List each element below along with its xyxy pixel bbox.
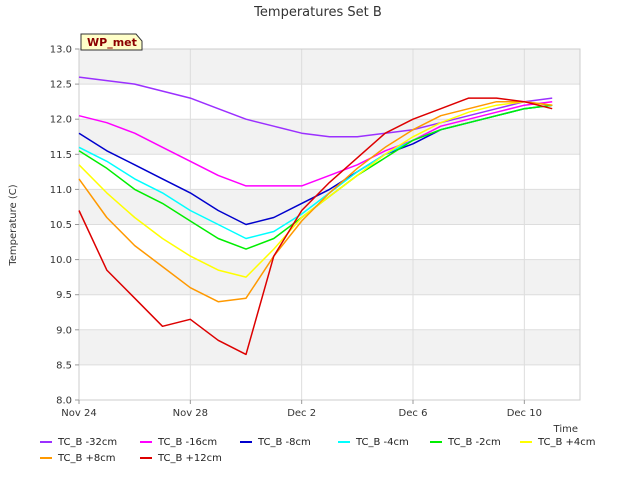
plot-band [79, 259, 580, 295]
y-tick-label: 12.0 [50, 115, 72, 126]
legend-item: TC_B -16cm [140, 436, 217, 450]
x-tick-label: Nov 24 [61, 408, 96, 419]
legend-swatch [338, 441, 350, 443]
y-tick-label: 9.0 [56, 325, 72, 336]
station-badge: WP_met [80, 33, 143, 51]
legend-item: TC_B -8cm [240, 436, 311, 450]
series-lines [78, 76, 553, 356]
legend-swatch [40, 441, 52, 443]
plot-band [79, 49, 580, 85]
plot-band [79, 224, 580, 260]
series-line-tc-b-32cm [78, 76, 553, 138]
legend-item: TC_B -32cm [40, 436, 117, 450]
y-axis-label: Temperature (C) [8, 184, 19, 266]
x-axis: Nov 24 Nov 28 Dec 2 Dec 6 Dec 10 [61, 400, 542, 419]
y-tick-label: 13.0 [50, 45, 72, 56]
legend-label: TC_B -4cm [356, 437, 409, 448]
legend-swatch [40, 457, 52, 459]
legend-label: TC_B -2cm [448, 437, 501, 448]
x-tick-label: Dec 2 [287, 408, 316, 419]
series-line-tc-b-8cm [78, 100, 553, 303]
plot-band [79, 154, 580, 190]
series-line-tc-b-16cm [78, 100, 553, 187]
x-tick-label: Nov 28 [173, 408, 208, 419]
legend-swatch [240, 441, 252, 443]
legend-label: TC_B +12cm [158, 453, 222, 464]
plot-band [79, 329, 580, 365]
plot-bands [79, 49, 580, 400]
plot-band [79, 294, 580, 330]
y-tick-label: 11.5 [50, 150, 72, 161]
y-tick-label: 11.0 [50, 185, 72, 196]
legend-label: TC_B -32cm [58, 437, 118, 448]
legend-item: TC_B +12cm [140, 452, 222, 466]
legend-label: TC_B +4cm [538, 437, 596, 448]
x-tick-label: Dec 6 [399, 408, 428, 419]
legend-label: TC_B -16cm [158, 437, 218, 448]
station-badge-label: WP_met [87, 36, 137, 49]
y-tick-label: 10.5 [50, 220, 72, 231]
legend-item: TC_B -2cm [430, 436, 501, 450]
y-tick-label: 8.5 [56, 360, 72, 371]
legend-swatch [140, 441, 152, 443]
legend-item: TC_B +4cm [520, 436, 596, 450]
y-tick-label: 8.0 [56, 396, 72, 407]
legend-item: TC_B +8cm [40, 452, 116, 466]
y-axis: 8.0 8.5 9.0 9.5 10.0 10.5 11.0 11.5 12.0 12.5 13.0 [50, 45, 79, 407]
legend-swatch [140, 457, 152, 459]
plot-band [79, 189, 580, 225]
legend-label: TC_B +8cm [58, 453, 116, 464]
plot-band [79, 364, 580, 400]
legend-label: TC_B -8cm [258, 437, 311, 448]
x-tick-label: Dec 10 [507, 408, 542, 419]
y-tick-label: 10.0 [50, 255, 72, 266]
legend-swatch [520, 441, 532, 443]
y-tick-label: 9.5 [56, 290, 72, 301]
legend-swatch [430, 441, 442, 443]
chart-title: Temperatures Set B [253, 5, 382, 20]
y-tick-label: 12.5 [50, 80, 72, 91]
x-axis-label: Time [553, 424, 578, 435]
legend-item: TC_B -4cm [338, 436, 409, 450]
series-line-tc-b-12cm [78, 97, 553, 356]
